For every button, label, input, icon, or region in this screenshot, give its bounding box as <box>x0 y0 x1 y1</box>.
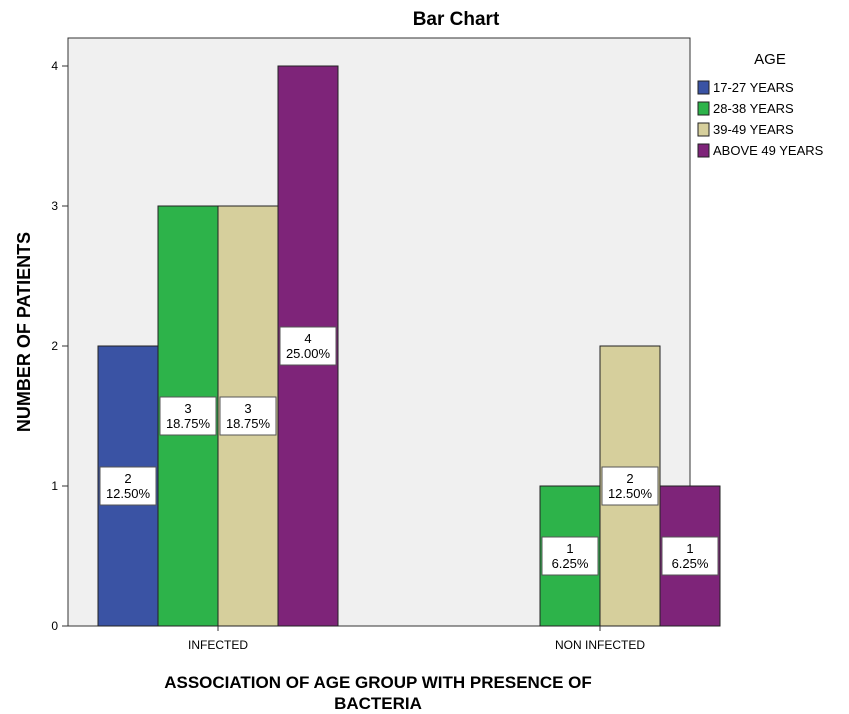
x-category-label: NON INFECTED <box>555 638 645 652</box>
y-tick-label: 1 <box>51 479 58 493</box>
data-label-box <box>601 466 659 506</box>
legend-label: 17-27 YEARS <box>713 80 794 95</box>
legend-swatch <box>697 122 710 137</box>
data-label-count: 1 <box>566 541 573 556</box>
legend-label: ABOVE 49 YEARS <box>713 143 824 158</box>
y-tick-label: 2 <box>51 339 58 353</box>
data-label: 16.25% <box>541 536 599 576</box>
legend-swatch <box>697 80 710 95</box>
y-tick-label: 0 <box>51 619 58 633</box>
legend-item: ABOVE 49 YEARS <box>697 143 824 158</box>
data-label-count: 3 <box>184 401 191 416</box>
data-label-box <box>219 396 277 436</box>
legend-swatch <box>697 101 710 116</box>
data-label-box <box>661 536 719 576</box>
legend-item: 28-38 YEARS <box>697 101 794 116</box>
data-label-percent: 6.25% <box>552 556 589 571</box>
legend-swatch <box>697 143 710 158</box>
data-label-box <box>159 396 217 436</box>
data-label-percent: 18.75% <box>226 416 271 431</box>
y-tick-label: 4 <box>51 59 58 73</box>
data-label-percent: 25.00% <box>286 346 331 361</box>
y-axis-label: NUMBER OF PATIENTS <box>14 232 34 432</box>
legend-title: AGE <box>754 51 786 68</box>
data-label-count: 2 <box>124 471 131 486</box>
data-label-percent: 12.50% <box>608 486 653 501</box>
data-label: 318.75% <box>219 396 277 436</box>
x-axis-label-line-2: BACTERIA <box>334 694 422 713</box>
chart-title: Bar Chart <box>413 9 500 30</box>
legend-item: 17-27 YEARS <box>697 80 794 95</box>
data-label: 425.00% <box>279 326 337 366</box>
data-label: 318.75% <box>159 396 217 436</box>
data-label: 212.50% <box>601 466 659 506</box>
data-label-count: 4 <box>304 331 311 346</box>
legend-item: 39-49 YEARS <box>697 122 794 137</box>
x-category-label: INFECTED <box>188 638 248 652</box>
data-label-count: 3 <box>244 401 251 416</box>
data-label: 212.50% <box>99 466 157 506</box>
data-label-box <box>99 466 157 506</box>
data-label-percent: 12.50% <box>106 486 151 501</box>
data-label-box <box>279 326 337 366</box>
data-label: 16.25% <box>661 536 719 576</box>
y-tick-label: 3 <box>51 199 58 213</box>
data-label-box <box>541 536 599 576</box>
data-label-count: 1 <box>686 541 693 556</box>
legend-label: 28-38 YEARS <box>713 101 794 116</box>
data-label-count: 2 <box>626 471 633 486</box>
legend-label: 39-49 YEARS <box>713 122 794 137</box>
data-label-percent: 18.75% <box>166 416 211 431</box>
data-label-percent: 6.25% <box>672 556 709 571</box>
legend: AGE 17-27 YEARS 28-38 YEARS 39-49 YEARS ABO… <box>697 51 824 158</box>
x-axis-label-line-1: ASSOCIATION OF AGE GROUP WITH PRESENCE O… <box>164 673 592 692</box>
